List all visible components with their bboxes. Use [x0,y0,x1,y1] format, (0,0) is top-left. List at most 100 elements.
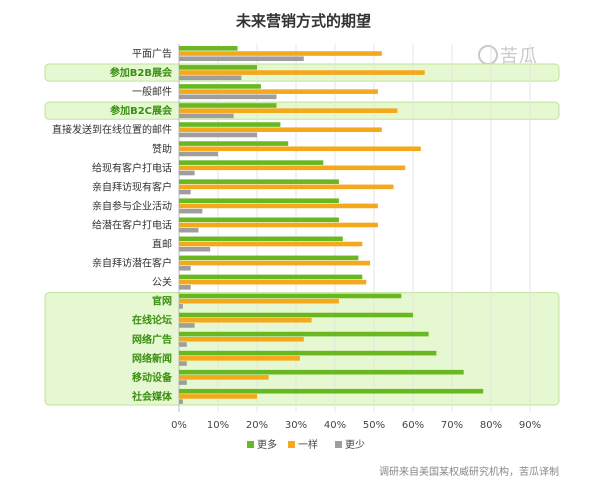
bar-more [179,141,289,146]
bar-less [179,189,191,195]
bar-less [179,361,187,366]
bar-same [179,70,425,75]
bar-more [179,293,402,299]
bar-more [179,84,261,89]
bar-less [179,227,199,233]
bar-less [179,285,191,290]
bar-less [179,342,187,347]
category-label: 亲自参与企业活动 [92,199,172,212]
bar-more [179,255,359,261]
bar-more [179,46,238,51]
x-tick-label: 70% [441,420,463,431]
bar-less [179,246,211,252]
bar-same [179,356,300,361]
bar-less [179,380,187,385]
bar-less [179,132,257,138]
category-label: 社会媒体 [131,390,173,403]
bar-same [179,108,398,113]
bar-same [179,184,394,190]
bar-more [179,122,281,127]
x-tick-label: 50% [363,420,385,431]
x-tick-label: 10% [207,420,229,431]
x-axis-ticks: 0% 10% 20% 30% 40% 50% 60% 70% 80% 90% [171,420,541,431]
category-label: 亲自拜访现有客户 [92,180,172,193]
bar-less [179,323,195,328]
category-label: 直接发送到在线位置的邮件 [52,123,172,136]
bar-more [179,274,363,280]
bar-less [179,170,195,176]
bar-less [179,56,304,62]
bar-less [179,265,191,271]
bars [179,46,484,404]
category-label: 在线论坛 [132,314,172,327]
bar-same [179,394,257,399]
bar-same [179,375,269,380]
legend-label: 更少 [345,439,365,451]
source-note: 调研来自美国某权威研究机构，苦瓜译制 [379,467,559,478]
bar-same [179,336,304,342]
x-tick-label: 90% [519,420,541,431]
legend-swatch [335,441,342,448]
bar-less [179,94,277,100]
x-tick-label: 0% [171,420,187,431]
bar-same [179,165,406,171]
legend-swatch [247,441,254,448]
bar-less [179,304,183,309]
bar-same [179,222,378,228]
bar-more [179,198,339,204]
category-label: 参加B2C展会 [110,104,172,117]
highlight-bands [44,63,560,406]
bar-less [179,113,234,119]
category-label: 网络新闻 [132,352,172,365]
legend-label: 一样 [298,438,318,451]
bar-more [179,369,464,375]
category-label: 亲自拜访潜在客户 [92,257,172,270]
legend-label: 更多 [257,438,277,451]
bar-less [179,75,242,81]
category-label: 网络广告 [132,333,172,346]
watermark-text: 苦瓜 [500,46,538,67]
bar-same [179,127,382,133]
category-label: 给潜在客户打电话 [92,218,172,231]
bar-more [179,312,413,318]
category-label: 平面广告 [132,47,172,60]
category-label: 给现有客户打电话 [92,161,172,174]
bar-more [179,217,339,223]
legend-swatch [288,441,295,448]
bar-more [179,65,257,70]
bar-same [179,260,371,266]
legend: 更多 一样 更少 [247,438,365,451]
bar-same [179,51,382,56]
x-tick-label: 20% [246,420,268,431]
category-label: 直邮 [152,238,172,251]
bar-more [179,236,343,242]
category-label: 一般邮件 [132,85,172,98]
category-labels: 平面广告参加B2B展会一般邮件参加B2C展会直接发送到在线位置的邮件赞助给现有客… [52,47,173,403]
bar-less [179,399,183,404]
category-label: 公关 [152,276,172,289]
category-label: 赞助 [152,142,172,155]
bar-more [179,160,324,165]
category-label: 参加B2B展会 [110,66,172,79]
bar-same [179,317,312,323]
bar-less [179,208,203,214]
bar-same [179,298,339,304]
bar-more [179,103,277,108]
x-tick-label: 60% [402,420,424,431]
bar-more [179,388,484,394]
chart-title: 未来营销方式的期望 [235,12,371,30]
bar-same [179,89,378,94]
bar-more [179,179,339,184]
category-label: 官网 [152,295,172,308]
bar-more [179,350,437,356]
x-tick-label: 40% [324,420,346,431]
bar-less [179,151,218,157]
bar-same [179,241,363,247]
category-label: 移动设备 [132,371,173,384]
x-tick-label: 30% [285,420,307,431]
bar-same [179,279,367,285]
highlight-band [44,292,560,406]
bar-same [179,203,378,209]
x-tick-label: 80% [480,420,502,431]
